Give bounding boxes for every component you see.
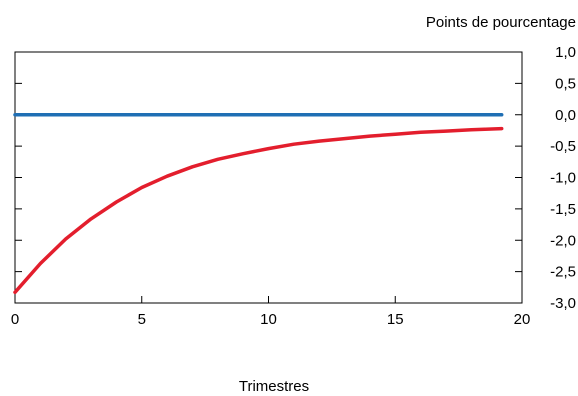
plot-frame [14, 51, 523, 304]
x-tick-label: 0 [11, 311, 19, 328]
y-tick-label: -2,0 [550, 232, 576, 249]
y-tick-label: -2,5 [550, 264, 576, 281]
series-line-2 [13, 126, 504, 295]
plot-border [14, 51, 523, 304]
x-tick-label: 15 [387, 311, 404, 328]
x-tick-label: 10 [260, 311, 277, 328]
series-layer [13, 113, 504, 295]
y-tick-label: -1,0 [550, 170, 576, 187]
x-axis-ticks: 0 5 10 15 20 [11, 296, 531, 328]
y-tick-label: -0,5 [550, 138, 576, 155]
y-tick-label: -1,5 [550, 201, 576, 218]
y-axis-ticks: 1,0 0,5 0,0 -0,5 -1,0 -1,5 -2,0 -2,5 -3,0 [15, 44, 576, 312]
x-tick-label: 5 [138, 311, 146, 328]
y-tick-label: -3,0 [550, 295, 576, 312]
y-axis-title: Points de pourcentage [426, 14, 576, 31]
y-tick-label: 1,0 [555, 44, 576, 61]
y-tick-label: 0,5 [555, 75, 576, 92]
y-tick-label: 0,0 [555, 107, 576, 124]
x-tick-label: 20 [514, 311, 531, 328]
x-axis-title: Trimestres [239, 378, 309, 395]
